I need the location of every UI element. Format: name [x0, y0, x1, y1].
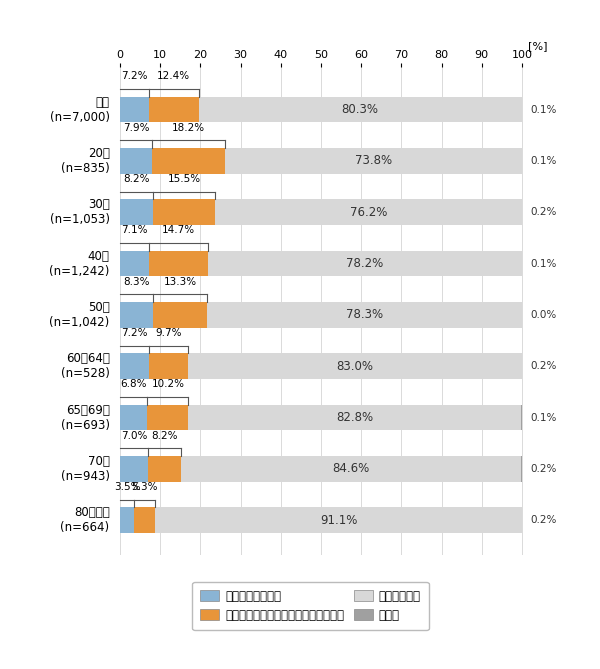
Bar [120, 199, 153, 225]
Bar [521, 507, 523, 533]
Bar [149, 353, 188, 379]
Text: 0.1%: 0.1% [530, 413, 556, 423]
Text: 14.7%: 14.7% [161, 225, 194, 235]
Bar [154, 302, 207, 328]
Bar [120, 251, 149, 276]
Bar [208, 251, 522, 276]
Text: 10.2%: 10.2% [151, 379, 184, 389]
Bar [120, 148, 152, 174]
Bar [199, 97, 521, 122]
Bar [149, 251, 208, 276]
Bar [120, 456, 148, 482]
Text: 7.1%: 7.1% [121, 225, 148, 235]
Bar [149, 97, 199, 122]
Text: 0.2%: 0.2% [530, 207, 556, 217]
Bar [181, 456, 521, 482]
Bar [152, 148, 225, 174]
Text: 7.2%: 7.2% [121, 328, 148, 338]
Text: 0.2%: 0.2% [530, 515, 556, 525]
Text: 7.9%: 7.9% [122, 122, 149, 132]
Bar [148, 405, 188, 430]
Bar [134, 507, 155, 533]
Text: 82.8%: 82.8% [336, 411, 373, 424]
Bar [225, 148, 521, 174]
Text: 7.2%: 7.2% [121, 72, 148, 82]
Text: 0.2%: 0.2% [530, 361, 556, 371]
Bar [148, 456, 181, 482]
Bar [521, 199, 523, 225]
Text: 73.8%: 73.8% [355, 155, 392, 167]
Text: 8.2%: 8.2% [123, 174, 150, 184]
Text: 9.7%: 9.7% [155, 328, 182, 338]
Text: 15.5%: 15.5% [167, 174, 200, 184]
Bar [120, 353, 149, 379]
Bar [521, 456, 522, 482]
Bar [188, 405, 521, 430]
Text: 76.2%: 76.2% [350, 206, 387, 219]
Text: [%]: [%] [528, 41, 547, 51]
Text: 7.0%: 7.0% [121, 431, 147, 441]
Text: 8.3%: 8.3% [124, 277, 150, 287]
Text: 83.0%: 83.0% [336, 360, 373, 373]
Bar [153, 199, 215, 225]
Text: 12.4%: 12.4% [157, 72, 190, 82]
Bar [155, 507, 521, 533]
Text: 0.2%: 0.2% [530, 464, 556, 474]
Text: 13.3%: 13.3% [164, 277, 197, 287]
Text: 3.5%: 3.5% [114, 482, 140, 492]
Text: 8.2%: 8.2% [151, 431, 178, 441]
Text: 0.1%: 0.1% [530, 156, 556, 166]
Text: 91.1%: 91.1% [320, 514, 357, 527]
Text: 6.8%: 6.8% [121, 379, 147, 389]
Text: 0.0%: 0.0% [530, 310, 556, 320]
Text: 18.2%: 18.2% [172, 122, 205, 132]
Legend: 受けたことがある, 受けたと思うが、あまり覚えていない, 受けていない, 無回答: 受けたことがある, 受けたと思うが、あまり覚えていない, 受けていない, 無回答 [192, 581, 429, 630]
Bar [188, 353, 521, 379]
Bar [120, 302, 154, 328]
Bar [120, 97, 149, 122]
Bar [120, 507, 134, 533]
Bar [120, 405, 148, 430]
Text: 78.2%: 78.2% [346, 257, 383, 270]
Text: 0.1%: 0.1% [530, 259, 556, 269]
Text: 5.3%: 5.3% [131, 482, 158, 492]
Bar [215, 199, 521, 225]
Text: 0.1%: 0.1% [530, 104, 556, 114]
Text: 80.3%: 80.3% [341, 103, 379, 116]
Bar [207, 302, 521, 328]
Text: 78.3%: 78.3% [346, 308, 383, 321]
Text: 84.6%: 84.6% [332, 462, 370, 476]
Bar [521, 353, 523, 379]
